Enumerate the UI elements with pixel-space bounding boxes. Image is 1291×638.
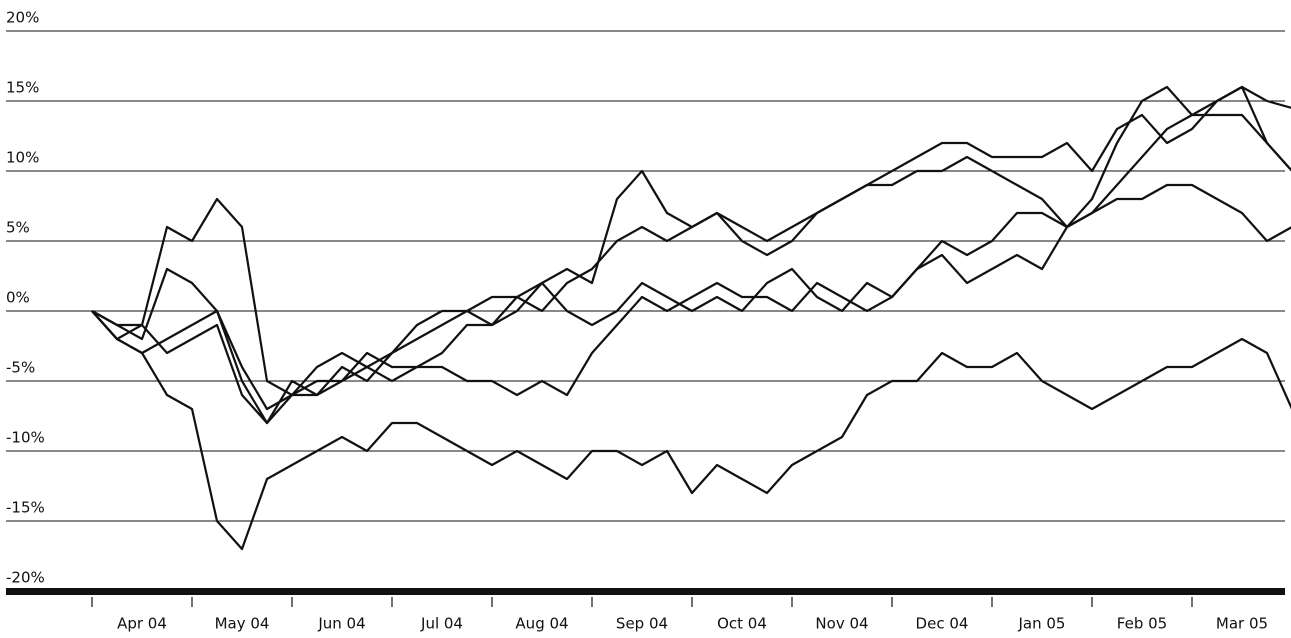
y-tick-label: 20% [6,9,39,27]
y-tick-label: -15% [6,499,45,517]
x-tick-label: Jul 04 [420,615,463,633]
x-tick-label: Nov 04 [815,615,868,633]
x-tick-label: May 04 [215,615,270,633]
x-tick-label: Feb 05 [1117,615,1167,633]
x-tick-label: Oct 04 [717,615,767,633]
x-tick-label: Aug 04 [515,615,568,633]
series-line [91,85,1291,411]
x-tick-label: Sep 04 [616,615,668,633]
y-tick-label: 5% [6,219,30,237]
series-line [91,85,1291,425]
series-line [91,183,1291,397]
x-tick-label: Jun 04 [317,615,365,633]
series-line [91,113,1291,425]
y-tick-label: -20% [6,569,45,587]
x-tick-label: Jan 05 [1018,615,1066,633]
x-tick-label: Mar 05 [1216,615,1268,633]
y-tick-label: 15% [6,79,39,97]
series-line [91,310,1291,551]
y-tick-label: 0% [6,289,30,307]
x-axis-bar [6,588,1285,595]
x-tick-label: Apr 04 [117,615,167,633]
y-tick-label: -5% [6,359,35,377]
y-tick-label: 10% [6,149,39,167]
y-tick-label: -10% [6,429,45,447]
x-tick-label: Dec 04 [916,615,969,633]
